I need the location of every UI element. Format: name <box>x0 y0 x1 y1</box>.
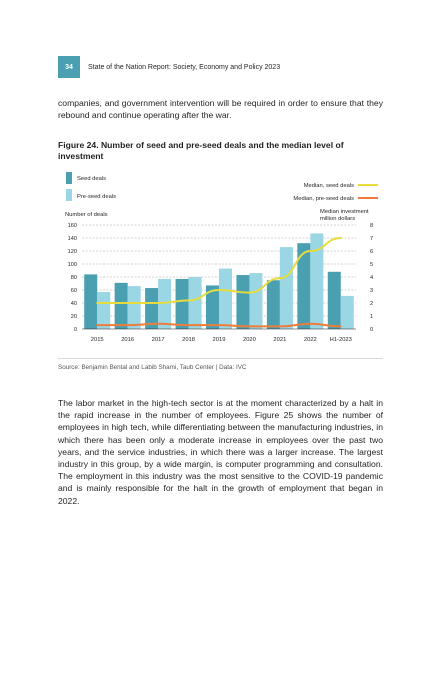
y-right-tick-label: 5 <box>370 262 373 268</box>
bar-pre-seed <box>219 269 232 329</box>
legend-pre-seed-label: Pre-seed deals <box>77 194 116 200</box>
y-tick-label: 60 <box>71 288 77 294</box>
y-axis-title: Number of deals <box>65 212 108 218</box>
bar-seed <box>84 274 97 329</box>
intro-paragraph: companies, and government intervention w… <box>58 97 383 121</box>
y-tick-label: 20 <box>71 314 77 320</box>
bar-pre-seed <box>249 273 262 329</box>
y-right-tick-label: 4 <box>370 275 373 281</box>
x-tick-label: 2015 <box>91 337 104 343</box>
bar-seed <box>328 272 341 329</box>
y-tick-label: 100 <box>68 262 77 268</box>
y-tick-label: 120 <box>68 249 77 255</box>
page-number: 34 <box>58 56 80 78</box>
bar-seed <box>115 283 128 329</box>
y-tick-label: 0 <box>74 327 77 333</box>
y-right-axis-title-line2: million dollars <box>320 216 355 222</box>
deals-chart: 0 20 40 60 80 100 120 140 160 0 1 2 3 4 5 6 7 8 2015 2016 20… <box>58 168 383 353</box>
y-right-tick-label: 2 <box>370 301 373 307</box>
bar-pre-seed <box>97 292 110 329</box>
running-head: State of the Nation Report: Society, Eco… <box>88 64 280 71</box>
figure-source: Source: Benjamin Bental and Labib Shami,… <box>58 364 246 371</box>
page-header: 34 State of the Nation Report: Society, … <box>58 56 280 78</box>
bar-seed <box>267 280 280 329</box>
y-right-tick-label: 6 <box>370 249 373 255</box>
y-right-tick-label: 1 <box>370 314 373 320</box>
legend-pre-seed-swatch <box>66 189 72 201</box>
y-right-axis-title-line1: Median investment <box>320 209 369 215</box>
body-paragraph: The labor market in the high-tech sector… <box>58 397 383 507</box>
bar-pre-seed <box>189 277 202 329</box>
bar-seed <box>297 243 310 329</box>
legend-seed-label: Seed deals <box>77 176 106 182</box>
y-tick-label: 160 <box>68 223 77 229</box>
bar-pre-seed <box>341 296 354 329</box>
figure-divider <box>58 358 383 359</box>
legend: Seed deals Pre-seed deals Median, seed dea… <box>66 172 378 202</box>
legend-seed-swatch <box>66 172 72 184</box>
x-tick-label: 2022 <box>304 337 317 343</box>
y-right-tick-label: 0 <box>370 327 373 333</box>
x-tick-label: 2021 <box>273 337 286 343</box>
x-tick-label: 2019 <box>213 337 226 343</box>
bars <box>84 233 354 329</box>
x-tick-label: H1-2023 <box>330 337 352 343</box>
y-right-tick-label: 8 <box>370 223 373 229</box>
x-tick-label: 2016 <box>121 337 134 343</box>
y-tick-label: 40 <box>71 301 77 307</box>
y-tick-label: 140 <box>68 236 77 242</box>
bar-pre-seed <box>280 247 293 329</box>
y-right-tick-label: 3 <box>370 288 373 294</box>
bar-seed <box>176 279 189 329</box>
legend-median-seed-label: Median, seed deals <box>304 183 354 189</box>
x-tick-label: 2018 <box>182 337 195 343</box>
bar-pre-seed <box>128 286 141 329</box>
legend-median-pre-seed-label: Median, pre-seed deals <box>293 196 354 202</box>
figure-title: Figure 24. Number of seed and pre-seed d… <box>58 140 378 162</box>
y-right-tick-label: 7 <box>370 236 373 242</box>
x-tick-label: 2017 <box>152 337 165 343</box>
x-tick-label: 2020 <box>243 337 256 343</box>
bar-seed <box>236 275 249 329</box>
y-tick-label: 80 <box>71 275 77 281</box>
